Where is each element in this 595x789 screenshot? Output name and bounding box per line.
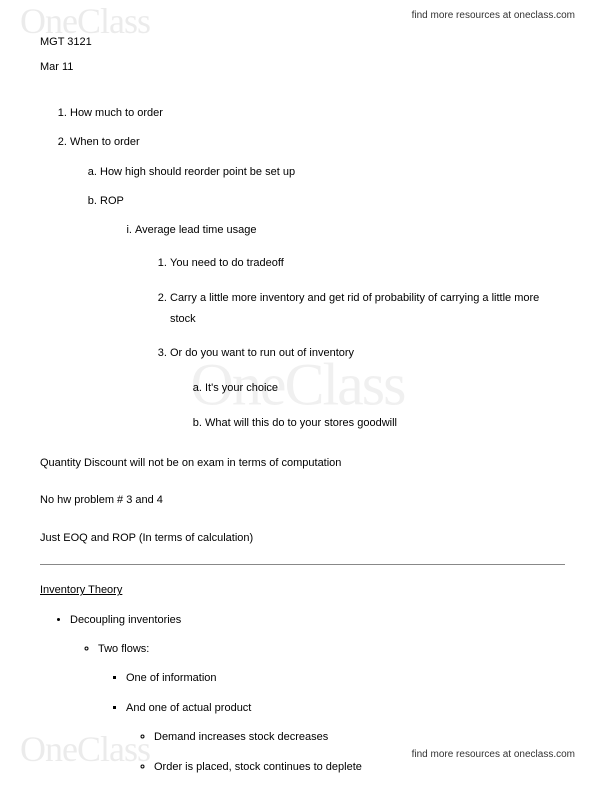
watermark-bottom: OneClass bbox=[20, 728, 150, 770]
outline-item-2b-i-3: Or do you want to run out of inventory I… bbox=[170, 343, 565, 434]
bullet-flow-product: And one of actual product Demand increas… bbox=[126, 701, 565, 775]
bullet-demand: Demand increases stock decreases bbox=[154, 730, 565, 745]
outline-item-2b: ROP Average lead time usage You need to … bbox=[100, 194, 565, 434]
lecture-date: Mar 11 bbox=[40, 60, 565, 75]
note-p2: No hw problem # 3 and 4 bbox=[40, 493, 565, 508]
bullet-flow-info: One of information bbox=[126, 671, 565, 686]
outline-item-1: How much to order bbox=[70, 106, 565, 121]
outline-item-2b-i-text: Average lead time usage bbox=[135, 224, 257, 236]
outline-item-2b-text: ROP bbox=[100, 195, 124, 207]
document-body: MGT 3121 Mar 11 How much to order When t… bbox=[40, 35, 565, 789]
bullet-order: Order is placed, stock continues to depl… bbox=[154, 760, 565, 775]
section-title: Inventory Theory bbox=[40, 583, 565, 598]
outline-item-2b-i-1: You need to do tradeoff bbox=[170, 253, 565, 274]
note-p1: Quantity Discount will not be on exam in… bbox=[40, 456, 565, 471]
outline-item-2: When to order How high should reorder po… bbox=[70, 135, 565, 434]
outline-item-2b-i-2: Carry a little more inventory and get ri… bbox=[170, 288, 565, 330]
header-resource-link[interactable]: find more resources at oneclass.com bbox=[412, 10, 575, 21]
footer-resource-link[interactable]: find more resources at oneclass.com bbox=[412, 749, 575, 760]
outline-item-2b-i: Average lead time usage You need to do t… bbox=[135, 223, 565, 434]
bullet-flow-product-text: And one of actual product bbox=[126, 702, 251, 714]
outline-item-2a: How high should reorder point be set up bbox=[100, 165, 565, 180]
bullet-two-flows-text: Two flows: bbox=[98, 643, 149, 655]
course-code: MGT 3121 bbox=[40, 35, 565, 50]
outline-item-2b-i-3a: It's your choice bbox=[205, 378, 565, 399]
divider bbox=[40, 564, 565, 565]
outline-item-2b-i-3-text: Or do you want to run out of inventory bbox=[170, 347, 354, 359]
main-outline: How much to order When to order How high… bbox=[40, 106, 565, 434]
note-p3: Just EOQ and ROP (In terms of calculatio… bbox=[40, 531, 565, 546]
outline-item-2-text: When to order bbox=[70, 136, 140, 148]
bullet-decoupling-text: Decoupling inventories bbox=[70, 614, 181, 626]
outline-item-2b-i-3b: What will this do to your stores goodwil… bbox=[205, 413, 565, 434]
